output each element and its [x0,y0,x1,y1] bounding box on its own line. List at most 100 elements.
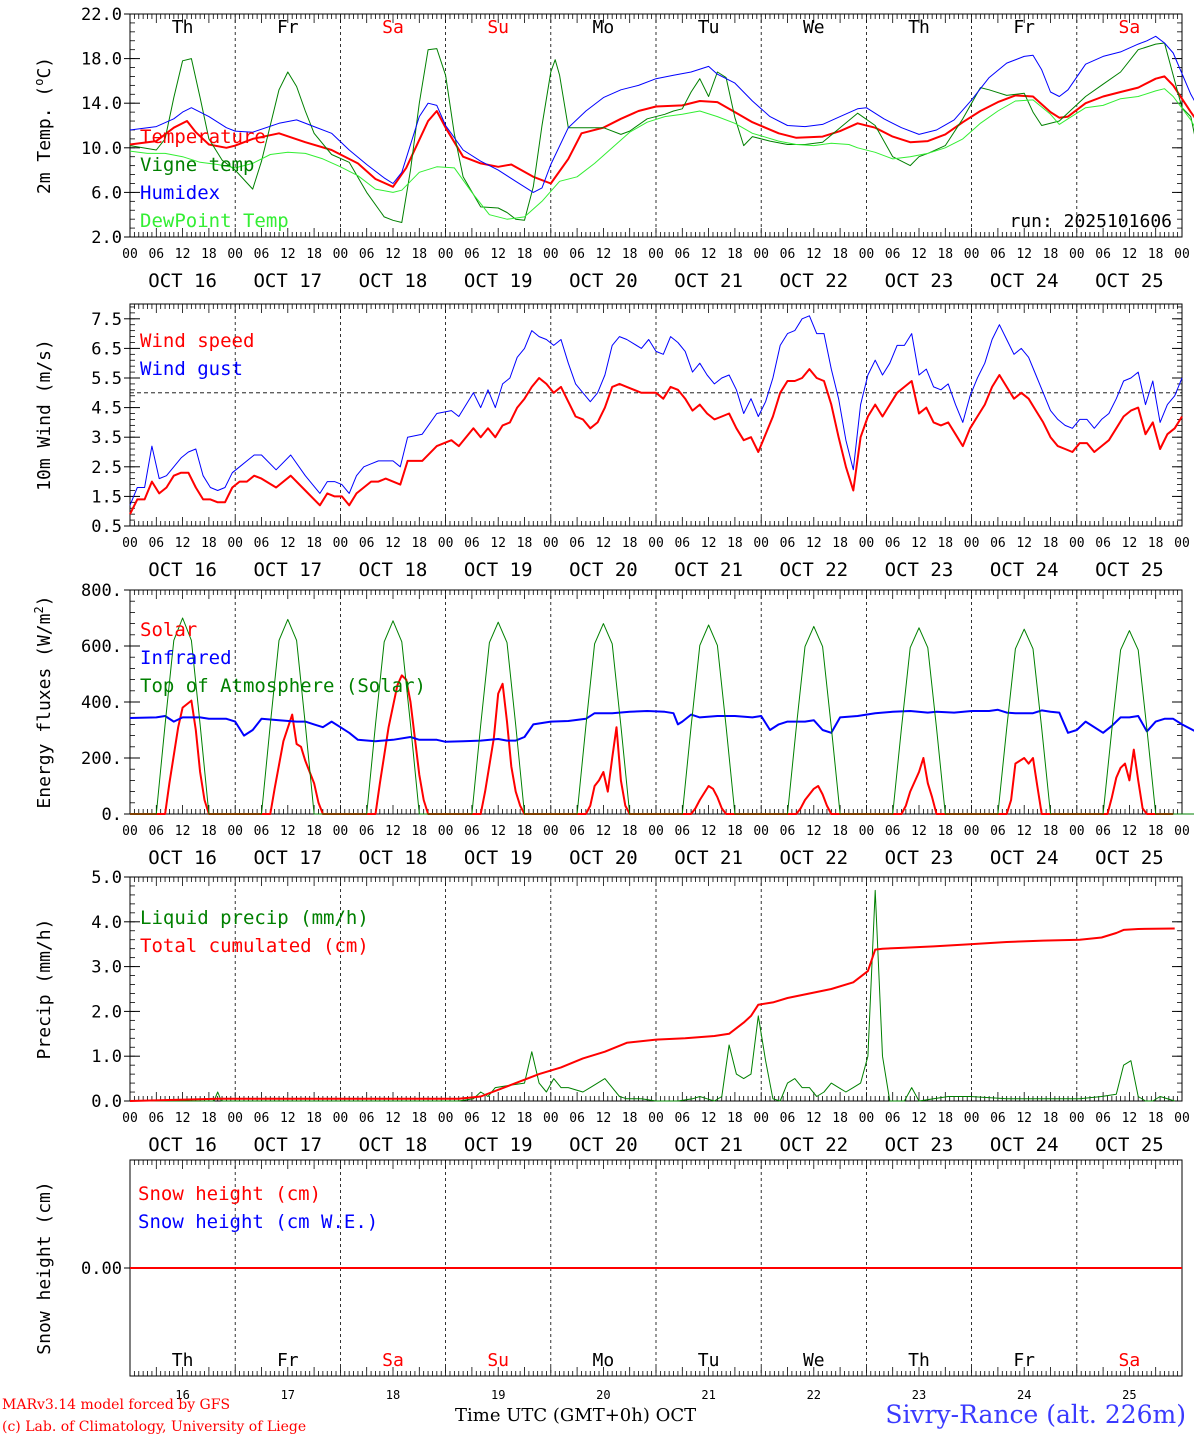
hour-tick-label: 18 [937,1111,953,1126]
hour-tick-label: 06 [359,1111,375,1126]
hour-tick-label: 12 [806,536,822,551]
hour-tick-label: 12 [806,1111,822,1126]
legend-entry: Wind gust [140,358,243,380]
hour-tick-label: 06 [569,1111,585,1126]
hour-tick-label: 12 [1122,536,1138,551]
date-label: OCT 18 [359,847,428,869]
hour-tick-label: 18 [622,824,638,839]
weekday-label: Tu [698,17,720,38]
hour-tick-label: 12 [596,1111,612,1126]
hour-tick-label: 06 [1095,536,1111,551]
hour-tick-label: 18 [517,1111,533,1126]
hour-tick-label: 18 [306,536,322,551]
date-label: OCT 21 [674,270,743,292]
weekday-label: Fr [1013,17,1035,38]
weekday-label: Th [908,1350,930,1371]
date-label: OCT 24 [990,270,1059,292]
date-label: OCT 17 [253,559,322,581]
date-label: OCT 16 [148,270,217,292]
y-tick-label: 0.5 [91,517,122,537]
date-label: OCT 17 [253,1134,322,1156]
series-line-top-of-atmosphere-solar- [130,617,1194,815]
hour-tick-label: 06 [359,824,375,839]
hour-tick-label: 18 [1043,536,1059,551]
hour-tick-label: 18 [201,1111,217,1126]
date-label: OCT 21 [674,559,743,581]
date-label: OCT 18 [359,270,428,292]
hour-tick-label: 00 [753,247,769,262]
hour-tick-label: 06 [674,824,690,839]
hour-tick-label: 18 [727,824,743,839]
hour-tick-label: 18 [201,824,217,839]
y-axis-label: Precip (mm/h) [34,919,55,1060]
series-line-vigne-temp [129,42,1194,223]
hour-tick-label: 00 [438,247,454,262]
hour-tick-label: 12 [280,1111,296,1126]
y-tick-label: 6.5 [91,339,122,359]
y-tick-label: 0. [102,805,122,825]
hour-tick-label: 06 [990,247,1006,262]
legend-entry: Temperature [140,126,266,148]
legend-entry: Infrared [140,647,232,669]
weekday-label: Th [908,17,930,38]
legend-entry: Wind speed [140,330,254,352]
panel-temp: 2.0 6.0 10.0 14.0 18.0 22.0 2m Temp. (oC) Tempe… [32,5,1194,292]
y-tick-label: 0.00 [81,1259,122,1279]
hour-tick-label: 06 [885,536,901,551]
hour-tick-label: 06 [254,1111,270,1126]
hour-tick-label: 12 [490,536,506,551]
hour-tick-label: 12 [596,824,612,839]
hour-tick-label: 06 [780,247,796,262]
hour-tick-label: 06 [464,1111,480,1126]
hour-tick-label: 18 [622,1111,638,1126]
hour-tick-label: 12 [385,824,401,839]
hour-tick-label: 06 [674,247,690,262]
weekday-label: Fr [1013,1350,1035,1371]
y-tick-label: 800. [81,581,122,601]
hour-tick-label: 18 [1043,247,1059,262]
hour-tick-label: 12 [701,247,717,262]
hour-tick-label: 12 [911,247,927,262]
y-tick-label: 2.0 [91,1002,122,1022]
unit-close: ) [34,595,55,606]
date-label: OCT 22 [779,847,848,869]
y-tick-label: 4.5 [91,399,122,419]
hour-tick-label: 00 [1174,247,1190,262]
hour-tick-label: 12 [385,536,401,551]
hour-tick-label: 00 [543,247,559,262]
unit-superscript: 2 [32,606,46,613]
hour-tick-label: 12 [701,1111,717,1126]
y-tick-label: 0.0 [91,1092,122,1112]
date-label: OCT 24 [990,847,1059,869]
hour-tick-label: 06 [674,1111,690,1126]
day-number-label: 21 [701,1388,715,1402]
hour-tick-label: 18 [727,1111,743,1126]
hour-tick-label: 00 [648,536,664,551]
hour-tick-label: 06 [464,247,480,262]
date-label: OCT 25 [1095,559,1164,581]
hour-tick-label: 00 [438,1111,454,1126]
date-label: OCT 20 [569,559,638,581]
hour-tick-label: 06 [254,824,270,839]
date-label: OCT 19 [464,847,533,869]
legend-entry: Snow height (cm W.E.) [138,1211,378,1233]
y-tick-label: 22.0 [81,5,122,25]
hour-tick-label: 18 [1148,536,1164,551]
hour-tick-label: 00 [333,824,349,839]
hour-tick-label: 00 [438,824,454,839]
series-line-infrared [129,708,1194,743]
hour-tick-label: 12 [280,536,296,551]
hour-tick-label: 12 [911,1111,927,1126]
y-tick-label: 2.0 [91,228,122,248]
day-number-label: 17 [281,1388,295,1402]
y-tick-label: 600. [81,637,122,657]
date-label: OCT 16 [148,1134,217,1156]
station-name: Sivry-Rance (alt. 226m) [885,1400,1186,1429]
hour-tick-label: 18 [937,536,953,551]
day-number-label: 19 [491,1388,505,1402]
hour-tick-label: 06 [148,1111,164,1126]
legend-entry: Liquid precip (mm/h) [140,907,369,929]
hour-tick-label: 00 [543,1111,559,1126]
day-number-label: 16 [175,1388,189,1402]
